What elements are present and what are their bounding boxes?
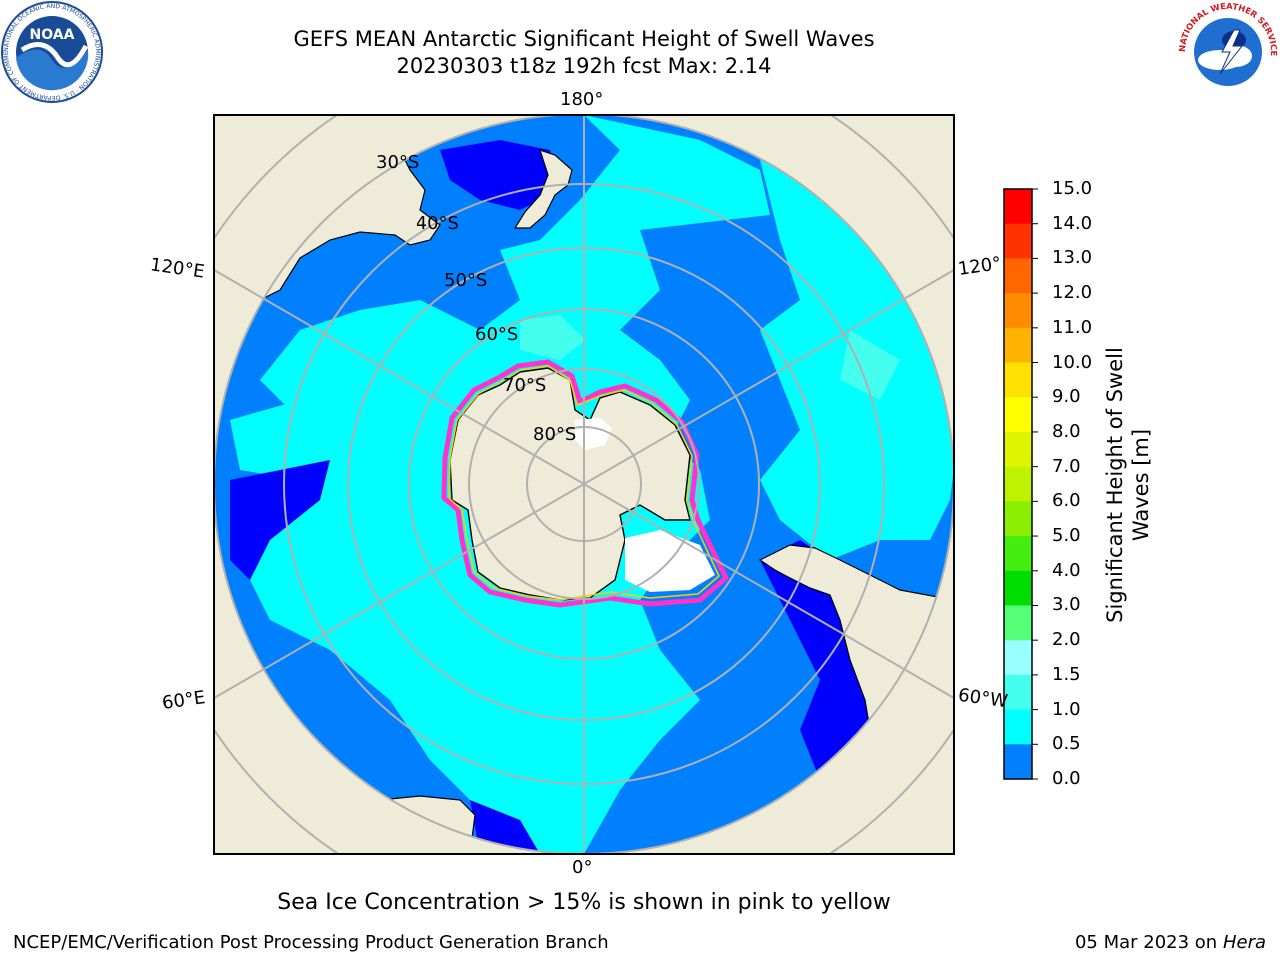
sea-ice-edge-yellow	[448, 365, 720, 601]
colorbar-segment	[1004, 258, 1032, 294]
lon-label-0: 0°	[572, 857, 593, 878]
sea-ice-edge	[441, 359, 729, 608]
antarctica-land	[449, 367, 691, 601]
colorbar-tick-label: 3.0	[1052, 594, 1081, 616]
colorbar-tick-label: 6.0	[1052, 490, 1081, 512]
colorbar-segment	[1004, 674, 1032, 711]
sea-ice-note: Sea Ice Concentration > 15% is shown in …	[277, 890, 891, 915]
colorbar-tick-label: 10.0	[1052, 351, 1093, 373]
colorbar-segment	[1004, 744, 1032, 780]
colorbar-segment	[1004, 709, 1032, 745]
footer-machine: Hera	[1222, 932, 1266, 953]
lat-label-70s: 70°S	[503, 375, 547, 396]
colorbar-tick-label: 5.0	[1052, 525, 1081, 547]
nws-logo: NATIONAL WEATHER SERVICE	[1177, 1, 1279, 102]
new-zealand-land	[513, 149, 573, 229]
colorbar-tick-label: 11.0	[1052, 316, 1093, 338]
swell-band-light-cyan	[520, 315, 585, 360]
colorbar-tick-label: 12.0	[1052, 282, 1093, 304]
lon-label-180: 180°	[560, 89, 604, 110]
colorbar-segment	[1004, 640, 1032, 676]
colorbar-tick-label: 1.0	[1052, 698, 1081, 720]
lat-label-80s: 80°S	[533, 424, 577, 445]
colorbar-segment	[1004, 189, 1032, 225]
noaa-logo: NATIONAL OCEANIC AND ATMOSPHERIC ADMINIS…	[0, 0, 103, 103]
colorbar-segment	[1004, 605, 1032, 641]
colorbar-segment	[1004, 536, 1032, 572]
map-plot-area	[214, 115, 954, 854]
colorbar-tick-label: 1.5	[1052, 663, 1081, 685]
colorbar-tick-label: 7.0	[1052, 455, 1081, 477]
colorbar-tick-label: 15.0	[1052, 178, 1093, 199]
colorbar-tick-label: 14.0	[1052, 212, 1093, 234]
chart-title: GEFS MEAN Antarctic Significant Height o…	[293, 27, 875, 51]
noaa-logo-text: NOAA	[30, 27, 75, 43]
colorbar-tick-label: 0.0	[1052, 768, 1081, 789]
lat-label-30s: 30°S	[376, 152, 420, 173]
colorbar	[1003, 188, 1038, 780]
swell-band-darkblue-tasman	[440, 140, 560, 210]
lat-label-60s: 60°S	[475, 324, 519, 345]
colorbar-segment	[1004, 327, 1032, 364]
swell-band-cyan-southwest	[230, 400, 350, 480]
colorbar-tick-label: 9.0	[1052, 386, 1081, 408]
colorbar-segment	[1004, 501, 1032, 537]
colorbar-segment	[1004, 362, 1032, 398]
colorbar-segment	[1004, 466, 1032, 502]
colorbar-tick-label: 13.0	[1052, 247, 1093, 269]
colorbar-segment	[1004, 293, 1032, 329]
swell-band-light-cyan-2	[840, 330, 900, 400]
map-frame	[213, 114, 955, 855]
footer-date-text: 05 Mar 2023 on	[1074, 932, 1218, 953]
lat-label-50s: 50°S	[444, 270, 488, 291]
chart-subtitle: 20230303 t18z 192h fcst Max: 2.14	[396, 54, 772, 78]
footer-credit: NCEP/EMC/Verification Post Processing Pr…	[13, 932, 609, 953]
colorbar-tick-label: 0.5	[1052, 733, 1081, 755]
colorbar-tick-label: 8.0	[1052, 420, 1081, 442]
colorbar-segment	[1004, 223, 1032, 259]
lat-label-40s: 40°S	[417, 213, 459, 234]
colorbar-tick-label: 2.0	[1052, 629, 1081, 651]
colorbar-label: Significant Height of Swell Waves [m]	[1103, 347, 1153, 623]
colorbar-tick-label: 4.0	[1052, 559, 1081, 581]
swell-band-darkblue-east	[230, 460, 330, 580]
footer-date: 05 Mar 2023 on Hera	[1075, 932, 1266, 953]
graticule	[214, 115, 954, 854]
colorbar-segment	[1004, 570, 1032, 606]
colorbar-segment	[1004, 397, 1032, 433]
colorbar-segment	[1004, 431, 1032, 468]
